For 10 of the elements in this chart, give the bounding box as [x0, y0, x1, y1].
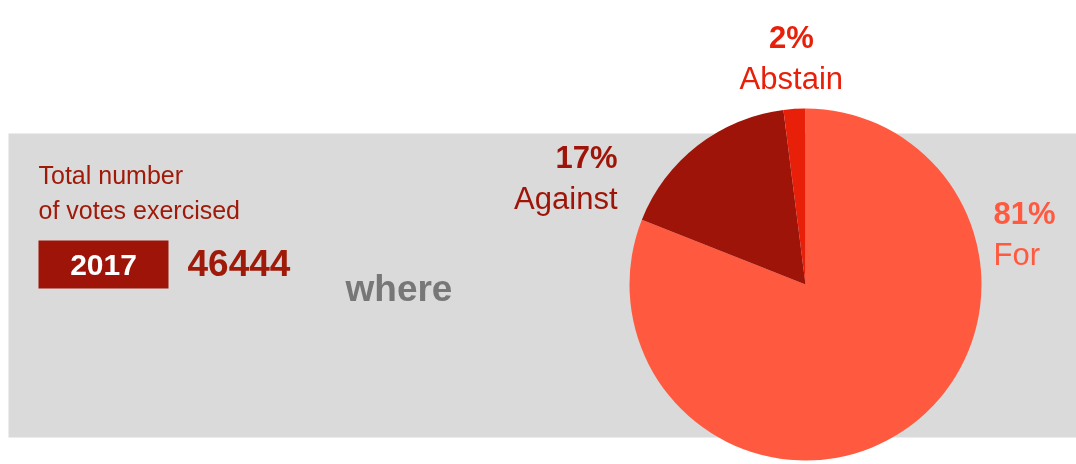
slice-label: Abstain [739, 60, 844, 96]
text: Total number of votes exercised [38, 160, 240, 224]
data-label: 2% [768, 19, 814, 55]
slice-label: For [993, 237, 1040, 273]
data-label: 81% [993, 196, 1056, 232]
text: 46444 [187, 242, 291, 284]
text: where [344, 268, 453, 309]
text: 2017 [70, 247, 137, 281]
data-label: 17% [555, 139, 618, 175]
slice-label: Against [514, 180, 618, 216]
